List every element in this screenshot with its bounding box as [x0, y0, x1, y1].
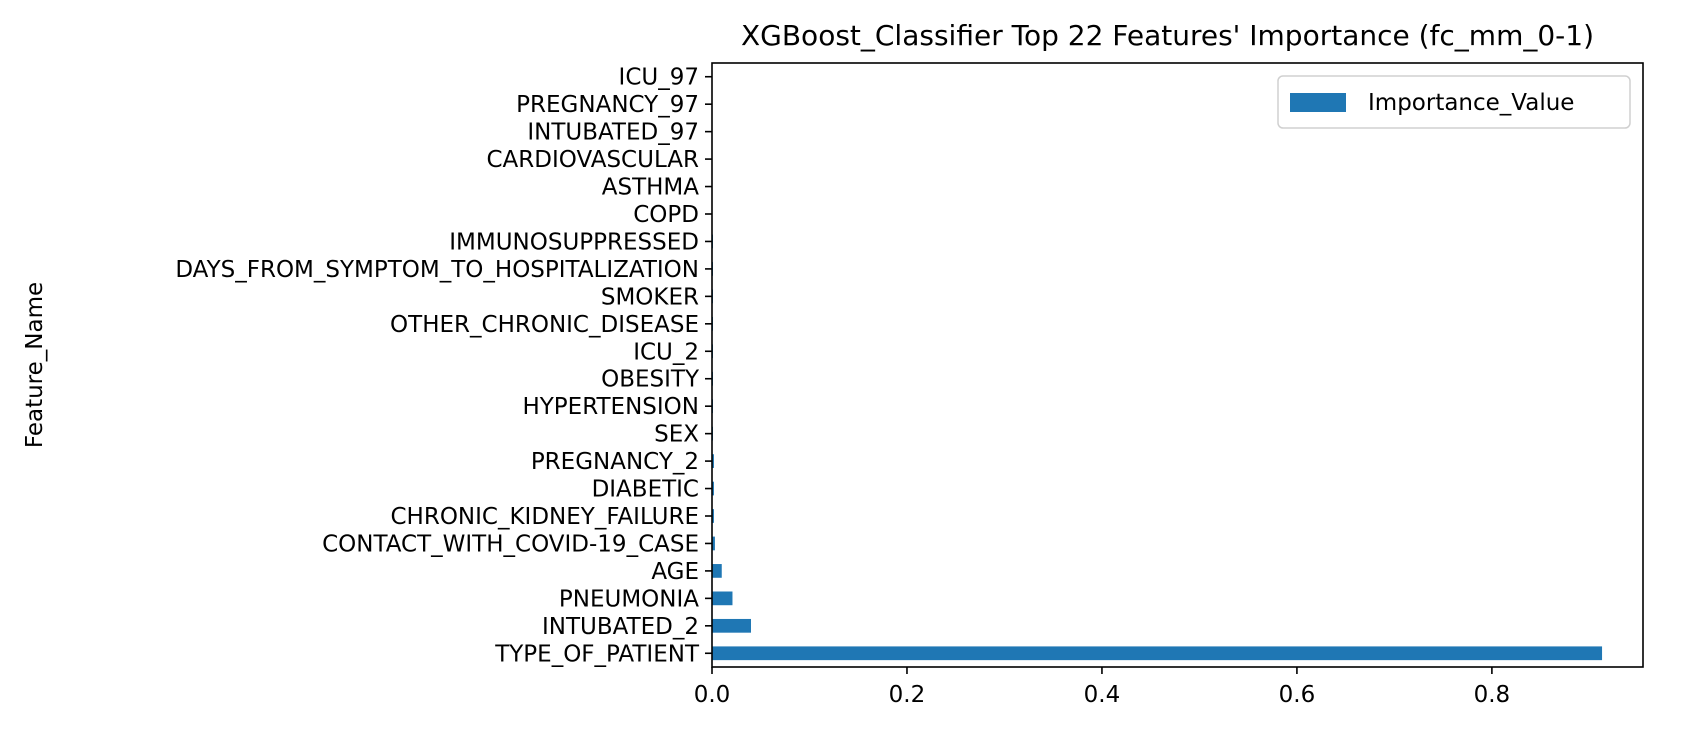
y-tick-label: ASTHMA: [602, 175, 700, 201]
bar-type-of-patient: [712, 646, 1602, 660]
legend-label: Importance_Value: [1368, 90, 1574, 116]
y-tick-label: CONTACT_WITH_COVID-19_CASE: [322, 531, 699, 557]
bar-pneumonia: [712, 592, 732, 606]
y-tick-label: AGE: [651, 559, 699, 585]
y-tick-label: DIABETIC: [592, 477, 699, 503]
y-tick-label: OTHER_CHRONIC_DISEASE: [390, 312, 699, 338]
x-tick-label: 0.8: [1474, 682, 1511, 708]
y-tick-label: COPD: [633, 202, 699, 228]
plot-frame: [712, 63, 1643, 667]
y-tick-label: OBESITY: [601, 367, 700, 393]
y-axis-label: Feature_Name: [22, 282, 48, 448]
y-tick-label: PNEUMONIA: [559, 586, 699, 612]
x-ticks-layer: 0.0 0.2 0.4 0.6 0.8: [694, 667, 1510, 708]
y-tick-label: TYPE_OF_PATIENT: [494, 641, 700, 667]
chart-title: XGBoost_Classifier Top 22 Features' Impo…: [741, 19, 1594, 52]
y-tick-label: ICU_2: [633, 339, 699, 365]
y-tick-label: INTUBATED_2: [542, 614, 699, 640]
y-tick-label: INTUBATED_97: [527, 120, 699, 146]
legend: Importance_Value: [1278, 76, 1630, 128]
x-tick-label: 0.2: [889, 682, 926, 708]
y-tick-label: PREGNANCY_97: [516, 92, 699, 118]
y-tick-label: DAYS_FROM_SYMPTOM_TO_HOSPITALIZATION: [175, 257, 699, 283]
x-tick-label: 0.4: [1084, 682, 1121, 708]
y-tick-label: CARDIOVASCULAR: [486, 147, 699, 173]
bar-age: [712, 564, 722, 578]
y-tick-label: SMOKER: [601, 284, 699, 310]
bar-intubated-2: [712, 619, 751, 633]
y-tick-label: HYPERTENSION: [522, 394, 699, 420]
bars-layer: [712, 152, 1602, 660]
y-tick-label: CHRONIC_KIDNEY_FAILURE: [390, 504, 699, 530]
y-tick-label: PREGNANCY_2: [531, 449, 699, 475]
x-tick-label: 0.6: [1279, 682, 1316, 708]
y-tick-label: SEX: [654, 422, 699, 448]
y-ticks-layer: TYPE_OF_PATIENTINTUBATED_2PNEUMONIAAGECO…: [175, 65, 712, 668]
y-tick-label: ICU_97: [619, 65, 699, 91]
y-tick-label: IMMUNOSUPPRESSED: [449, 229, 699, 255]
legend-swatch: [1290, 93, 1346, 112]
x-tick-label: 0.0: [694, 682, 731, 708]
